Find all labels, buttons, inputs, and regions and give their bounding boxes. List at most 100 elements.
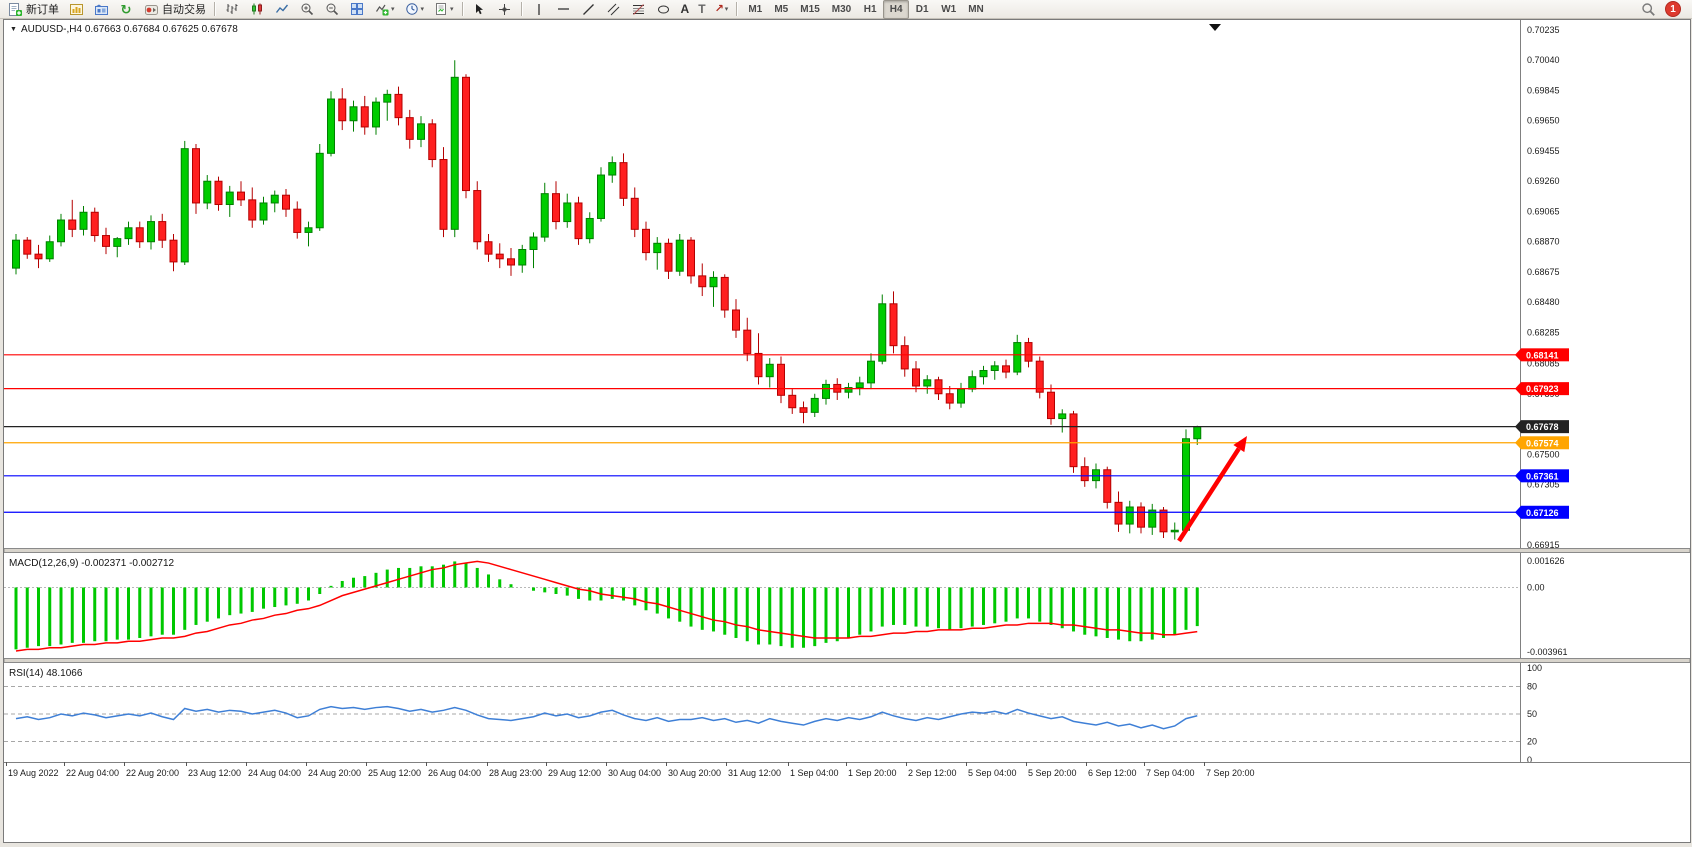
new-chart-button[interactable] [64,0,88,19]
candlestick-series [12,60,1202,540]
fibonacci-icon [631,1,647,17]
time-axis-label: 6 Sep 12:00 [1088,768,1137,778]
timeframe-button-m15[interactable]: M15 [800,3,820,15]
macd-axis-label: 0.00 [1527,582,1545,592]
profiles-button[interactable] [89,0,113,19]
macd-indicator-label: MACD(12,26,9) -0.002371 -0.002712 [9,558,175,569]
rsi-line [15,705,1198,730]
search-icon [1640,1,1656,17]
text-button[interactable]: A [677,0,694,19]
arrow-tool-icon: ↗ [714,2,724,15]
timeframe-button-m1[interactable]: M1 [748,3,763,15]
new-order-button[interactable]: 新订单 [3,0,63,19]
price-badge: 0.68141 [1515,348,1569,362]
indicators-button[interactable]: ▾ [370,0,399,19]
refresh-icon: ↻ [120,1,132,17]
line-chart-button[interactable] [270,0,294,19]
cursor-icon [472,1,488,17]
fibonacci-button[interactable] [627,0,651,19]
price-axis-label: 0.69065 [1527,206,1560,216]
vertical-line-button[interactable] [527,0,551,19]
text-tool-icon: A [680,2,690,16]
timeframe-toolbar: M1 M5 M15 M30 H1 H4 D1 W1 MN [742,0,989,19]
time-axis-label: 24 Aug 20:00 [308,768,361,778]
price-axis-label: 0.68675 [1527,267,1560,277]
time-axis-label: 5 Sep 04:00 [968,768,1017,778]
horizontal-line-icon [556,1,572,17]
timeframe-button-mn[interactable]: MN [968,3,984,15]
candlestick-chart-icon [249,1,265,17]
rsi-axis-label: 80 [1527,681,1537,691]
search-button[interactable] [1636,0,1660,19]
arrows-button[interactable]: ↗ ▾ [711,0,733,19]
periods-clock-icon [404,1,420,17]
periods-button[interactable]: ▾ [400,0,429,19]
horizontal-line-button[interactable] [552,0,576,19]
svg-text:0.67923: 0.67923 [1526,384,1559,394]
shapes-button[interactable] [652,0,676,19]
time-axis-label: 1 Sep 20:00 [848,768,897,778]
tile-windows-icon [349,1,365,17]
timeframe-button-d1[interactable]: D1 [915,3,929,15]
bar-chart-icon [224,1,240,17]
timeframe-button-h4[interactable]: H4 [883,0,910,19]
templates-button[interactable]: ▾ [429,0,458,19]
price-axis-label: 0.69455 [1527,146,1560,156]
price-axis-label: 0.68480 [1527,297,1560,307]
chart-canvas[interactable]: 0.70235 0.70040 0.69845 0.69650 0.69455 0.692… [3,20,1691,842]
timeframe-button-m30[interactable]: M30 [831,3,852,15]
crosshair-button[interactable] [493,0,517,19]
timeframe-button-w1[interactable]: W1 [941,3,957,15]
zoom-in-button[interactable] [295,0,319,19]
price-badge: 0.67923 [1515,382,1569,396]
toolbar-separator [736,2,739,16]
chart-window: 0.70235 0.70040 0.69845 0.69650 0.69455 0.692… [3,19,1691,843]
zoom-out-icon [324,1,340,17]
time-axis-label: 31 Aug 12:00 [728,768,781,778]
auto-trading-label: 自动交易 [162,4,206,16]
channel-button[interactable] [602,0,626,19]
price-axis-label: 0.69650 [1527,116,1560,126]
new-order-icon [7,1,23,17]
timeframe-button-m5[interactable]: M5 [774,3,789,15]
notification-badge[interactable]: 1 [1665,1,1681,17]
indicators-icon [374,1,390,17]
candlestick-chart-button[interactable] [245,0,269,19]
trendline-button[interactable] [577,0,601,19]
templates-icon [433,1,449,17]
trend-arrow-annotation[interactable] [1177,436,1247,543]
zoom-in-icon [299,1,315,17]
label-tool-icon: T [698,2,706,16]
time-axis-label: 25 Aug 12:00 [368,768,421,778]
chart-shift-marker[interactable] [1209,24,1221,31]
text-label-button[interactable]: T [694,0,709,19]
trendline-icon [581,1,597,17]
time-axis-label: 28 Aug 23:00 [489,768,542,778]
price-axis-label: 0.70235 [1527,25,1560,35]
price-axis-label: 0.70040 [1527,55,1560,65]
auto-trading-button[interactable]: 自动交易 [139,0,210,19]
price-axis-label: 0.68870 [1527,237,1560,247]
tile-windows-button[interactable] [345,0,369,19]
price-axis-label: 0.68085 [1527,359,1560,369]
pane-divider[interactable] [3,548,1691,553]
svg-text:0.67126: 0.67126 [1526,508,1559,518]
symbol-dropdown-icon[interactable]: ▼ [10,26,17,33]
macd-signal-line [15,560,1198,652]
zoom-out-button[interactable] [320,0,344,19]
periods-caret-icon: ▾ [420,6,425,13]
price-axis-label: 0.68285 [1527,327,1560,337]
indicators-caret-icon: ▾ [391,6,395,13]
rsi-axis-label: 20 [1527,737,1537,747]
time-axis-label: 2 Sep 12:00 [908,768,957,778]
pane-divider[interactable] [3,658,1691,663]
refresh-button[interactable]: ↻ [114,0,138,19]
macd-axis-label: 0.001626 [1527,556,1565,566]
price-badge: 0.67574 [1515,436,1569,450]
templates-caret-icon: ▾ [450,6,454,13]
bar-chart-button[interactable] [220,0,244,19]
time-axis-label: 19 Aug 2022 [8,768,59,778]
cursor-button[interactable] [468,0,492,19]
timeframe-button-h1[interactable]: H1 [863,3,877,15]
time-axis-label: 22 Aug 20:00 [126,768,179,778]
